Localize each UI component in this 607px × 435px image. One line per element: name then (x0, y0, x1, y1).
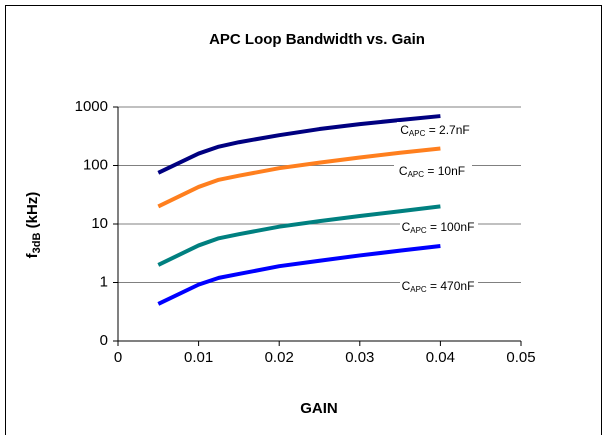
series-line (157, 244, 441, 306)
y-tick-label: 10 (91, 215, 108, 232)
series-line (157, 114, 441, 175)
annotation-suffix: = 10nF (424, 164, 465, 178)
y-label-suffix: (kHz) (24, 192, 41, 233)
x-tick-label: 0.02 (265, 349, 294, 366)
x-tick-label: 0 (114, 349, 122, 366)
frame (5, 5, 602, 435)
annotation-bg (400, 219, 478, 237)
x-axis-label: GAIN (300, 400, 338, 417)
series-line (157, 204, 441, 267)
annotation-prefix: C (402, 220, 411, 234)
y-label-main: f (24, 252, 41, 258)
annotation-bg (394, 163, 472, 181)
annotation-prefix: C (400, 123, 409, 137)
y-label-sub: 3dB (31, 232, 43, 253)
y-tick-label: 1 (100, 273, 108, 290)
annotation: CAPC = 100nF (402, 220, 475, 235)
annotation: CAPC = 10nF (399, 164, 465, 179)
annotation-bg (397, 122, 475, 140)
annotation-suffix: = 470nF (427, 279, 475, 293)
annotation: CAPC = 470nF (402, 279, 475, 294)
annotation-bg (400, 278, 478, 296)
x-tick-label: 0.03 (345, 349, 374, 366)
annotation-sub: APC (408, 170, 425, 179)
x-tick-label: 0.05 (506, 349, 535, 366)
x-tick-label: 0.01 (184, 349, 213, 366)
chart-title: APC Loop Bandwidth vs. Gain (209, 31, 425, 48)
series-line (157, 146, 441, 209)
annotation-sub: APC (410, 226, 427, 235)
y-tick-label: 0 (100, 332, 108, 349)
y-tick-label: 1000 (75, 98, 108, 115)
y-tick-label: 100 (83, 156, 108, 173)
annotation-prefix: C (402, 279, 411, 293)
annotation-sub: APC (410, 285, 427, 294)
annotation: CAPC = 2.7nF (400, 123, 470, 138)
annotation-suffix: = 2.7nF (425, 123, 469, 137)
y-axis-label: f3dB (kHz) (24, 192, 43, 259)
x-tick-label: 0.04 (426, 349, 455, 366)
annotation-sub: APC (409, 129, 426, 138)
annotation-prefix: C (399, 164, 408, 178)
annotation-suffix: = 100nF (427, 220, 475, 234)
